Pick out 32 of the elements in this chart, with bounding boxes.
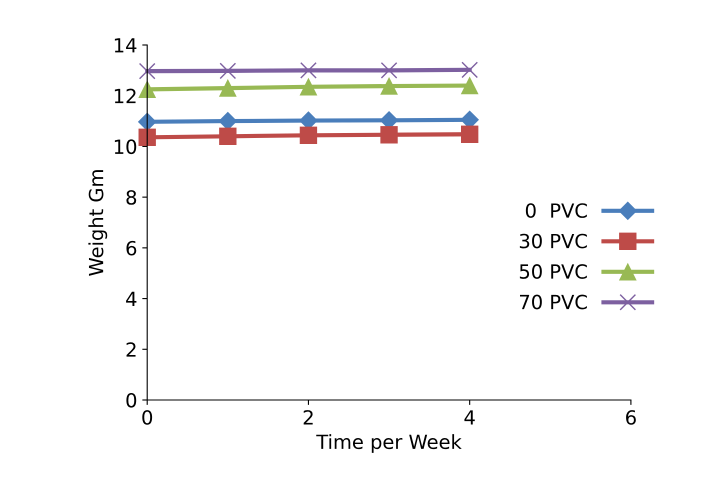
y-tick-label: 10 bbox=[114, 139, 136, 154]
legend-label: 0 PVC bbox=[526, 203, 587, 218]
y-tick-label: 2 bbox=[126, 342, 136, 357]
y-tick-label: 8 bbox=[126, 190, 136, 205]
y-tick-label: 6 bbox=[126, 240, 136, 256]
point bbox=[461, 62, 478, 78]
point bbox=[219, 79, 237, 97]
point bbox=[460, 126, 478, 143]
point bbox=[138, 128, 156, 146]
legend-label: 50 PVC bbox=[520, 264, 587, 279]
point bbox=[300, 62, 317, 79]
point bbox=[300, 78, 318, 96]
legend-label: 70 PVC bbox=[520, 294, 587, 310]
legend-label: 30 PVC bbox=[520, 234, 587, 248]
y-tick-label: 4 bbox=[126, 292, 136, 306]
y-tick-label: 0 bbox=[126, 392, 136, 408]
x-tick-label: 2 bbox=[304, 410, 313, 424]
x-axis-title: Time per Week bbox=[316, 434, 462, 453]
y-tick-label: 14 bbox=[114, 38, 136, 52]
point bbox=[300, 126, 318, 144]
y-tick-label: 12 bbox=[114, 88, 136, 104]
x-tick-label: 4 bbox=[464, 410, 475, 424]
point bbox=[380, 126, 398, 144]
point bbox=[138, 62, 156, 80]
point bbox=[460, 76, 478, 94]
point bbox=[380, 77, 398, 95]
y-axis-title: Weight Gm bbox=[88, 170, 108, 276]
x-tick-label: 0 bbox=[142, 410, 152, 425]
point bbox=[219, 62, 236, 80]
x-tick-label: 6 bbox=[626, 410, 636, 425]
point bbox=[219, 128, 237, 145]
point bbox=[380, 62, 398, 79]
